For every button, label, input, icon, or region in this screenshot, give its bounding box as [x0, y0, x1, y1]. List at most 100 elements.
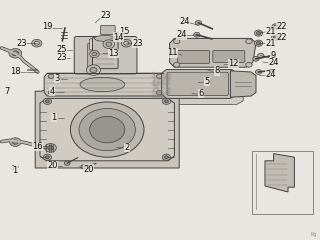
- FancyBboxPatch shape: [88, 43, 99, 68]
- Ellipse shape: [94, 36, 116, 41]
- Circle shape: [32, 39, 42, 47]
- Circle shape: [156, 90, 162, 95]
- Circle shape: [70, 102, 144, 157]
- Circle shape: [90, 65, 97, 71]
- Circle shape: [10, 138, 21, 146]
- Polygon shape: [44, 73, 166, 96]
- FancyBboxPatch shape: [167, 72, 228, 96]
- FancyBboxPatch shape: [252, 151, 313, 214]
- Text: 14: 14: [113, 33, 124, 42]
- Ellipse shape: [80, 77, 125, 92]
- Circle shape: [48, 74, 54, 78]
- Polygon shape: [35, 86, 179, 168]
- Polygon shape: [40, 98, 174, 161]
- Circle shape: [173, 62, 180, 67]
- Circle shape: [43, 98, 52, 104]
- Polygon shape: [162, 70, 238, 98]
- Circle shape: [48, 146, 53, 150]
- Circle shape: [45, 100, 49, 103]
- Text: 5: 5: [205, 77, 210, 86]
- Text: 8: 8: [214, 66, 220, 75]
- Circle shape: [258, 53, 264, 58]
- FancyBboxPatch shape: [92, 37, 118, 69]
- Circle shape: [34, 41, 39, 45]
- Text: 1: 1: [12, 166, 18, 175]
- Circle shape: [12, 51, 19, 56]
- Text: 1: 1: [11, 165, 15, 171]
- Text: 25: 25: [57, 45, 67, 54]
- Text: 7: 7: [4, 87, 10, 96]
- Text: 1: 1: [51, 113, 56, 122]
- Circle shape: [195, 20, 202, 25]
- FancyBboxPatch shape: [213, 50, 245, 62]
- Polygon shape: [170, 38, 256, 67]
- Text: 11: 11: [167, 48, 177, 57]
- Text: 23: 23: [132, 39, 143, 48]
- Circle shape: [272, 24, 280, 30]
- Circle shape: [162, 98, 171, 104]
- Text: 3: 3: [54, 74, 59, 83]
- Circle shape: [9, 48, 22, 58]
- Text: 2: 2: [125, 143, 130, 152]
- Text: 6: 6: [198, 89, 204, 98]
- Circle shape: [194, 32, 200, 37]
- Circle shape: [274, 25, 278, 29]
- Circle shape: [156, 74, 162, 78]
- Circle shape: [90, 50, 99, 58]
- Circle shape: [64, 161, 70, 165]
- Circle shape: [272, 34, 280, 40]
- Text: 23: 23: [16, 39, 27, 48]
- Text: 24: 24: [265, 70, 276, 79]
- Text: 22: 22: [276, 22, 287, 31]
- Polygon shape: [152, 95, 243, 104]
- Circle shape: [121, 39, 132, 47]
- Text: 12: 12: [228, 59, 239, 68]
- Text: 19: 19: [42, 22, 52, 31]
- Circle shape: [45, 156, 49, 159]
- Text: 20: 20: [84, 165, 94, 174]
- Text: 23: 23: [100, 11, 111, 20]
- Text: 22: 22: [276, 33, 287, 42]
- Text: 13: 13: [108, 49, 119, 58]
- Circle shape: [253, 56, 259, 61]
- Text: 9: 9: [270, 51, 275, 60]
- Text: 24: 24: [177, 30, 187, 39]
- FancyBboxPatch shape: [178, 50, 210, 64]
- Circle shape: [164, 156, 168, 159]
- Text: 23: 23: [56, 53, 67, 62]
- Circle shape: [246, 39, 252, 44]
- Text: 20: 20: [47, 161, 57, 170]
- Circle shape: [124, 41, 129, 45]
- Circle shape: [255, 70, 262, 74]
- Circle shape: [45, 144, 56, 152]
- Circle shape: [106, 42, 112, 46]
- Circle shape: [274, 36, 278, 39]
- Text: 21: 21: [265, 27, 276, 36]
- Polygon shape: [265, 154, 294, 192]
- Text: Rg: Rg: [310, 232, 317, 237]
- Circle shape: [256, 31, 261, 35]
- Circle shape: [90, 116, 125, 143]
- Text: 24: 24: [180, 17, 190, 26]
- Circle shape: [254, 30, 263, 36]
- Circle shape: [246, 62, 252, 67]
- Circle shape: [48, 90, 54, 95]
- Text: 18: 18: [10, 67, 20, 77]
- FancyBboxPatch shape: [100, 25, 115, 35]
- Text: 21: 21: [265, 39, 276, 48]
- FancyBboxPatch shape: [90, 39, 97, 50]
- Circle shape: [79, 108, 135, 151]
- Circle shape: [12, 140, 18, 144]
- Circle shape: [162, 154, 171, 160]
- Circle shape: [90, 67, 97, 73]
- Circle shape: [256, 42, 261, 45]
- Circle shape: [92, 52, 97, 56]
- Text: 15: 15: [120, 27, 130, 36]
- Circle shape: [81, 165, 87, 169]
- Circle shape: [164, 100, 168, 103]
- Text: 16: 16: [32, 142, 43, 151]
- Polygon shape: [230, 71, 256, 97]
- Circle shape: [86, 65, 100, 75]
- Circle shape: [103, 40, 115, 48]
- Circle shape: [254, 40, 263, 46]
